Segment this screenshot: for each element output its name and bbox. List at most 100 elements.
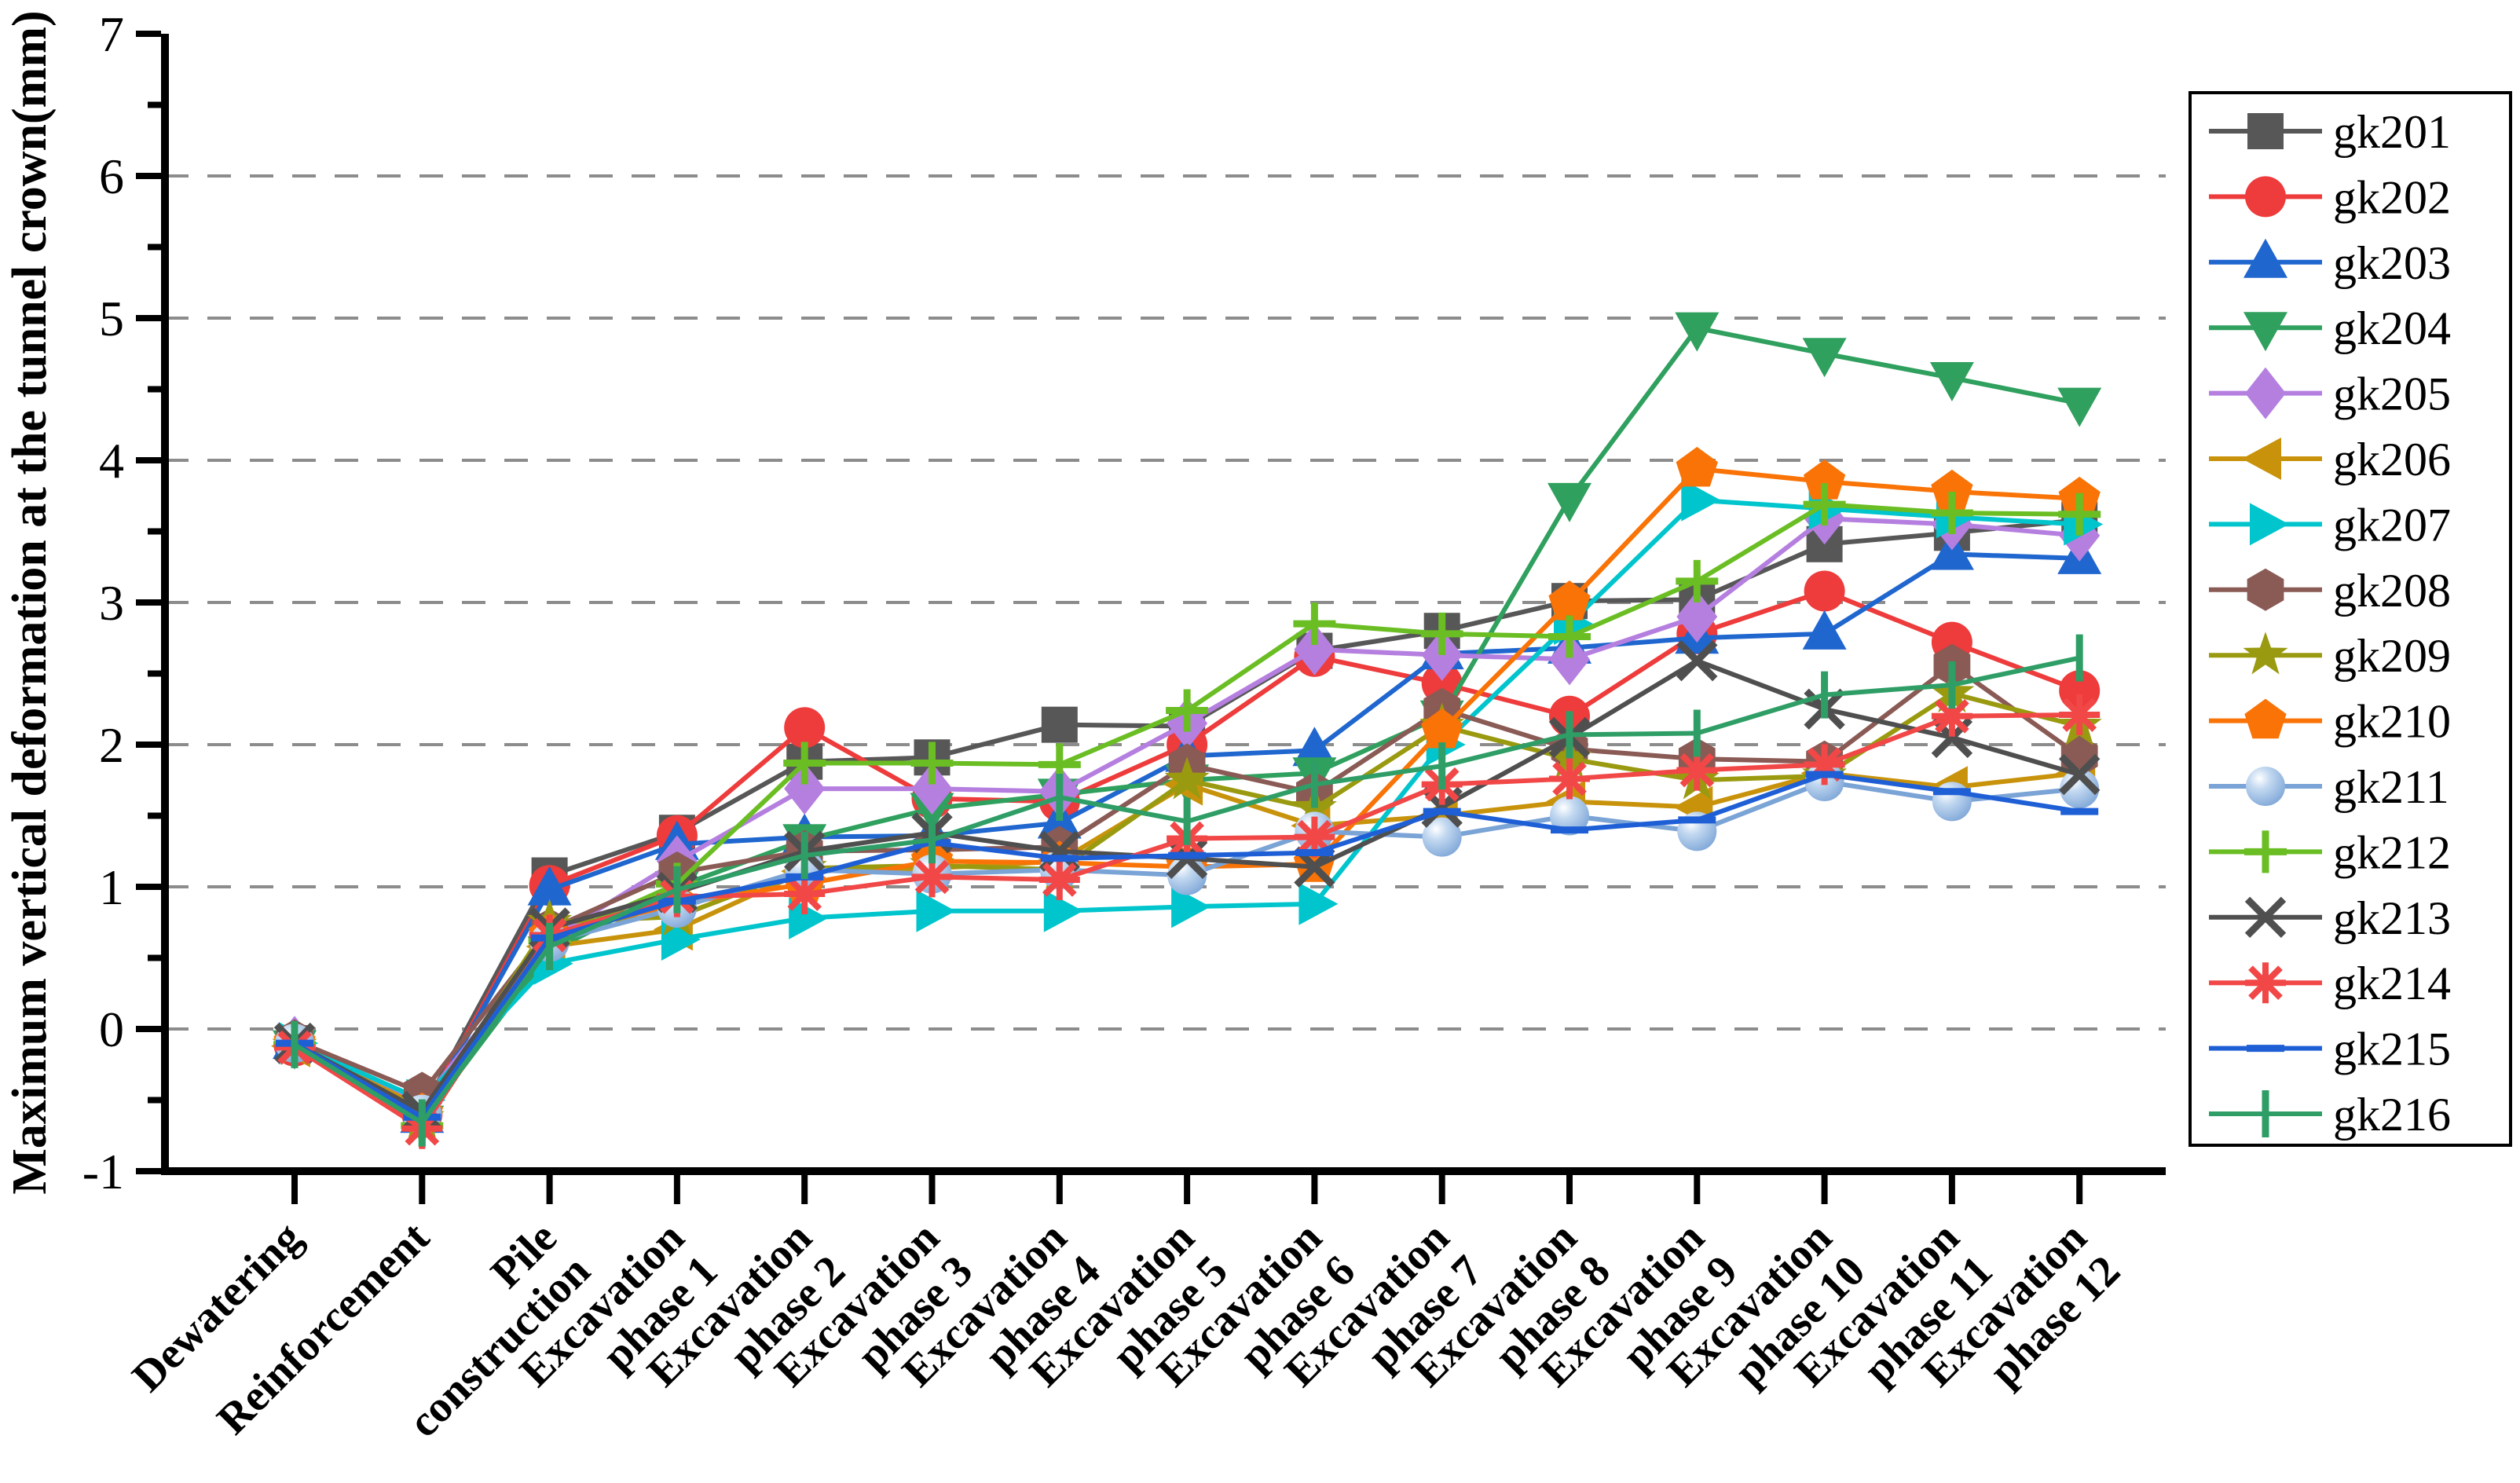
marker-shape	[1171, 885, 1211, 928]
legend-item-gk207: gk207	[2209, 499, 2451, 551]
marker-shape	[2243, 632, 2288, 675]
legend-label: gk216	[2333, 1089, 2451, 1141]
legend-item-gk215: gk215	[2209, 1023, 2451, 1075]
marker-shape	[1421, 628, 1463, 681]
marker-shape	[1294, 623, 1335, 676]
marker-stroke	[1935, 698, 1969, 734]
marker-shape	[2250, 503, 2289, 546]
legend-item-gk210: gk210	[2209, 696, 2451, 748]
marker-shape	[2247, 568, 2284, 611]
marker-shape	[1548, 580, 1591, 621]
marker-shape	[2244, 698, 2287, 739]
legend-item-gk203: gk203	[2209, 237, 2451, 289]
marker-stroke	[2062, 698, 2097, 732]
series-gk216	[291, 634, 2083, 1147]
legend-item-gk206: gk206	[2209, 434, 2451, 485]
axes	[161, 34, 2166, 1175]
legend-label: gk203	[2333, 237, 2451, 289]
marker-shape	[1929, 362, 1974, 402]
marker-shape	[2242, 438, 2281, 480]
legend-label: gk202	[2333, 171, 2451, 223]
marker-circle	[2245, 176, 2286, 218]
legend-label: gk208	[2333, 565, 2451, 617]
legend-label: gk206	[2333, 434, 2451, 485]
marker-shape	[1548, 482, 1591, 522]
marker-square	[1041, 706, 1078, 743]
marker-stroke	[1297, 819, 1332, 855]
marker-stroke	[914, 859, 950, 895]
marker-stroke	[2059, 753, 2101, 796]
marker-shape	[1298, 882, 1339, 925]
marker-stroke	[2244, 896, 2287, 938]
y-tick-label: 3	[99, 575, 124, 631]
marker-shape	[1681, 478, 1721, 522]
marker-shape	[1164, 756, 1210, 800]
marker-shape	[2243, 312, 2287, 352]
legend-label: gk211	[2333, 761, 2449, 813]
marker-stroke	[1676, 640, 1718, 682]
legend-label: gk209	[2333, 630, 2451, 682]
marker-circle	[1804, 570, 1845, 612]
y-tick-label: 7	[99, 6, 124, 62]
marker-shape	[1549, 633, 1590, 686]
marker-stroke	[1552, 761, 1587, 796]
marker-shape	[1802, 610, 1847, 650]
y-axis-ticks: -1 0 1 2 3 4 5 6 7	[82, 6, 161, 1199]
legend-item-gk204: gk204	[2209, 302, 2451, 354]
marker-circle	[784, 707, 826, 749]
legend-label: gk204	[2333, 302, 2451, 354]
legend-item-gk208: gk208	[2209, 565, 2451, 617]
y-tick-label: 2	[99, 717, 124, 773]
marker-shape	[2057, 387, 2102, 427]
marker-shape	[1292, 727, 1337, 767]
legend-item-gk209: gk209	[2209, 630, 2451, 682]
legend-item-gk201: gk201	[2209, 106, 2451, 158]
legend-label: gk212	[2333, 826, 2451, 878]
y-tick-label: 4	[99, 433, 124, 489]
legend-label: gk213	[2333, 892, 2451, 944]
marker-shape	[911, 763, 953, 815]
marker-sphere	[2060, 769, 2100, 809]
marker-shape	[2243, 238, 2287, 278]
marker-shape	[1802, 338, 1847, 378]
marker-stroke	[1042, 862, 1077, 897]
legend-label: gk214	[2333, 958, 2451, 1009]
legend-item-gk211: gk211	[2209, 761, 2449, 813]
y-tick-label: 6	[99, 148, 124, 204]
marker-shape	[1803, 460, 1846, 500]
legend-box	[2189, 91, 2512, 1147]
data-series	[271, 312, 2104, 1149]
gridlines	[165, 174, 2166, 1031]
marker-shape	[527, 866, 572, 906]
marker-square	[2247, 113, 2284, 149]
legend-item-gk214: gk214	[2209, 958, 2451, 1009]
legend: gk201 gk202 gk203 gk204 gk205 gk206 gk207 gk208…	[2189, 91, 2512, 1147]
legend-item-gk205: gk205	[2209, 367, 2451, 420]
marker-circle	[1421, 663, 1463, 705]
legend-label: gk201	[2333, 106, 2451, 158]
legend-item-gk213: gk213	[2209, 892, 2451, 944]
marker-shape	[789, 896, 829, 939]
legend-label: gk205	[2333, 368, 2451, 420]
y-tick-label: 1	[99, 859, 124, 915]
marker-shape	[1676, 446, 1718, 487]
y-tick-label: 0	[99, 1001, 124, 1057]
marker-shape	[1421, 708, 1463, 749]
marker-stroke	[2248, 965, 2283, 1001]
marker-shape	[1676, 591, 1718, 643]
legend-label: gk210	[2333, 696, 2451, 748]
marker-stroke	[1679, 752, 1715, 788]
marker-shape	[916, 889, 956, 932]
legend-item-gk216: gk216	[2209, 1089, 2451, 1141]
marker-stroke	[787, 877, 822, 911]
marker-sphere	[2246, 767, 2285, 806]
legend-item-gk202: gk202	[2209, 171, 2451, 223]
marker-shape	[1043, 889, 1083, 932]
y-tick-label: -1	[82, 1144, 124, 1199]
y-tick-label: 5	[99, 291, 124, 346]
y-axis-title: Maximum vertical deformation at the tunn…	[3, 10, 57, 1194]
marker-shape	[1675, 312, 1720, 352]
